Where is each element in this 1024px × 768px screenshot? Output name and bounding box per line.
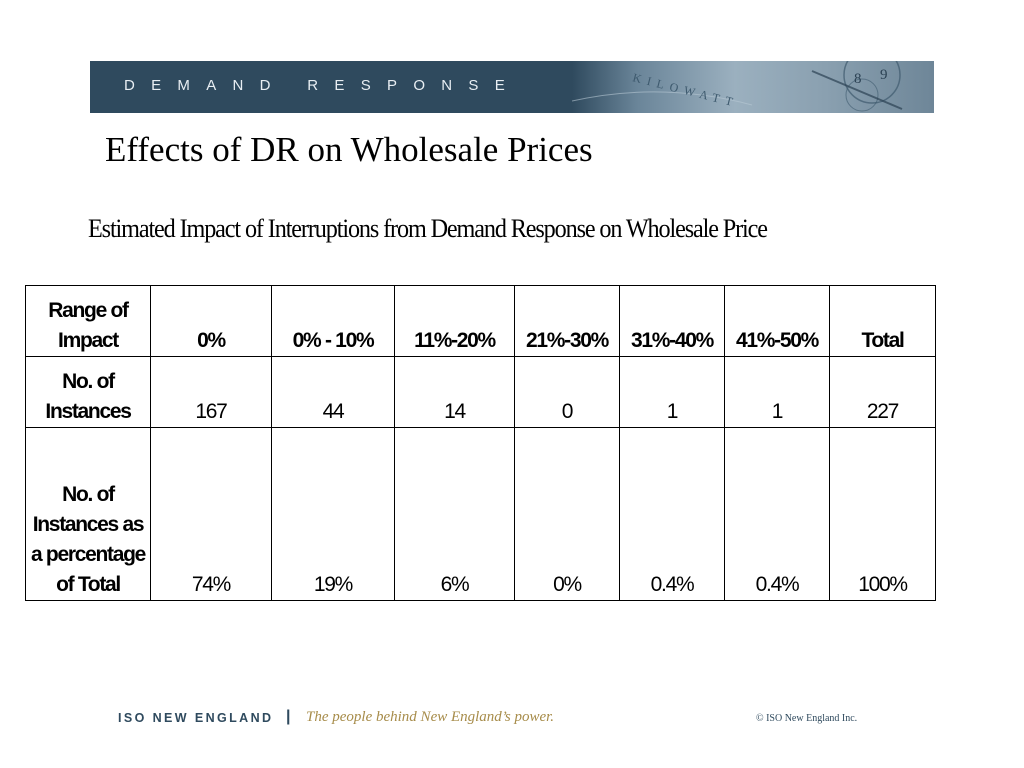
row-label: No. of Instances	[25, 356, 151, 428]
kilowatt-meter-image: KILOWATT 8 9	[572, 61, 934, 113]
kilowatt-word: KILOWATT	[631, 70, 740, 110]
header-cell: 41%-50%	[724, 285, 830, 357]
table-row: No. of Instances 167 44 14 0 1 1 227	[25, 356, 936, 428]
footer-org-name: ISO NEW ENGLAND	[118, 711, 274, 725]
table-cell: 100%	[829, 427, 936, 601]
table-cell: 1	[619, 356, 725, 428]
meter-digit-1: 8	[854, 71, 862, 87]
footer-tagline: The people behind New England’s power.	[306, 709, 555, 725]
table-cell: 74%	[150, 427, 272, 601]
row-label: No. of Instances as a percentage of Tota…	[25, 427, 151, 601]
demand-response-banner: DEMAND RESPONSE KILOWATT 8 9	[90, 61, 934, 113]
header-cell: 31%-40%	[619, 285, 725, 357]
table-cell: 0	[514, 356, 620, 428]
table-cell: 44	[271, 356, 395, 428]
footer-separator: |	[286, 708, 291, 725]
footer: ISO NEW ENGLAND | The people behind New …	[118, 708, 878, 730]
meter-digit-2: 9	[880, 67, 888, 83]
table-caption: Estimated Impact of Interruptions from D…	[88, 214, 768, 243]
table-cell: 19%	[271, 427, 395, 601]
banner-label: DEMAND RESPONSE	[124, 77, 522, 94]
table-cell: 0%	[514, 427, 620, 601]
header-cell: Range of Impact	[25, 285, 151, 357]
table-cell: 1	[724, 356, 830, 428]
table-header-row: Range of Impact 0% 0% - 10% 11%-20% 21%-…	[25, 285, 936, 357]
impact-table: Range of Impact 0% 0% - 10% 11%-20% 21%-…	[25, 285, 936, 601]
header-cell: 0% - 10%	[271, 285, 395, 357]
table-cell: 0.4%	[724, 427, 830, 601]
slide-title: Effects of DR on Wholesale Prices	[105, 130, 593, 169]
table-cell: 14	[394, 356, 515, 428]
header-cell: Total	[829, 285, 936, 357]
table-cell: 227	[829, 356, 936, 428]
table-cell: 0.4%	[619, 427, 725, 601]
table-row: No. of Instances as a percentage of Tota…	[25, 427, 936, 601]
header-cell: 21%-30%	[514, 285, 620, 357]
table-cell: 6%	[394, 427, 515, 601]
table-cell: 167	[150, 356, 272, 428]
footer-copyright: © ISO New England Inc.	[756, 713, 858, 724]
header-cell: 11%-20%	[394, 285, 515, 357]
header-cell: 0%	[150, 285, 272, 357]
